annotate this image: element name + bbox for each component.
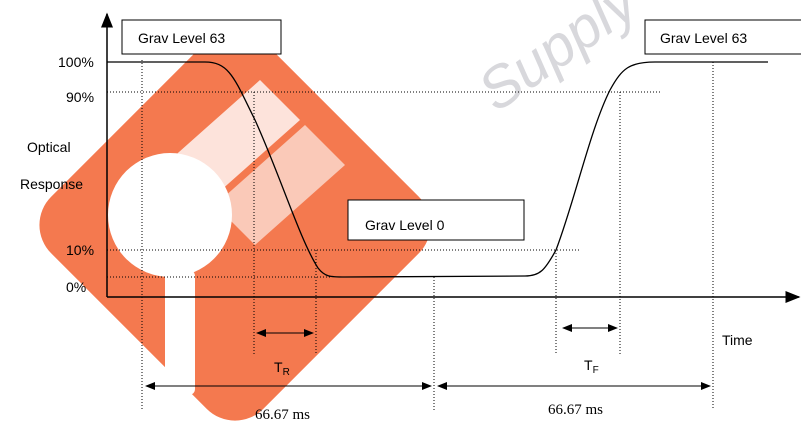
level-label: 10%	[66, 242, 94, 258]
response-curve	[107, 61, 768, 278]
level-box: Grav Level 63	[121, 19, 282, 55]
level-label: 0%	[66, 279, 86, 295]
period-label: 66.67 ms	[255, 407, 310, 423]
tr-sub: R	[283, 367, 290, 378]
box-label: Grav Level 63	[660, 30, 747, 46]
axis-title: Response	[20, 176, 83, 192]
x-axis-label: Time	[722, 332, 753, 348]
watermark-logo	[39, 29, 431, 421]
axis-title: Optical	[27, 139, 71, 155]
tf-label: TF	[584, 357, 599, 376]
level-box: Grav Level 0	[347, 199, 525, 241]
level-box: Grav Level 63	[644, 19, 801, 55]
period-label: 66.67 ms	[548, 402, 603, 418]
tf-main: T	[584, 357, 593, 373]
watermark-text: Supply	[466, 0, 651, 124]
box-label: Grav Level 0	[365, 217, 445, 233]
tf-sub: F	[593, 365, 599, 376]
level-label: 90%	[66, 89, 94, 105]
level-label: 100%	[58, 54, 94, 70]
box-label: Grav Level 63	[138, 30, 225, 46]
tr-main: T	[274, 359, 283, 375]
guides	[107, 60, 714, 410]
tr-label: TR	[274, 359, 290, 378]
